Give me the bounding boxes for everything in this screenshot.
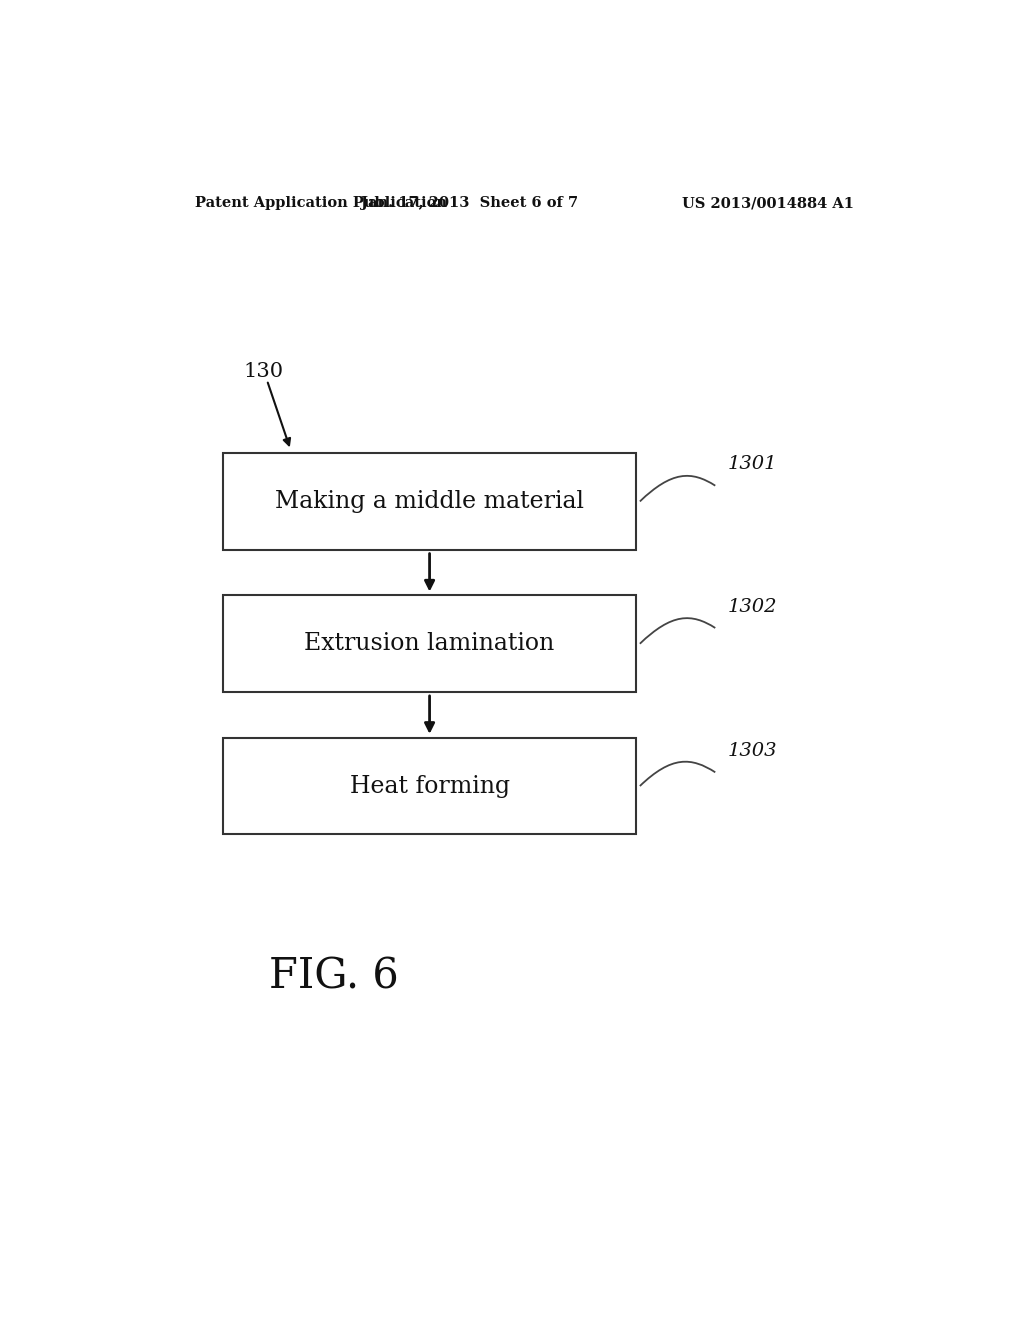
Text: 1303: 1303 [727,742,776,760]
FancyBboxPatch shape [223,738,636,834]
Text: 1302: 1302 [727,598,776,615]
Text: FIG. 6: FIG. 6 [269,956,399,998]
Text: 1301: 1301 [727,455,776,474]
Text: Jan. 17, 2013  Sheet 6 of 7: Jan. 17, 2013 Sheet 6 of 7 [360,195,578,210]
Text: Heat forming: Heat forming [349,775,510,797]
Text: 130: 130 [243,362,284,380]
Text: US 2013/0014884 A1: US 2013/0014884 A1 [682,195,854,210]
FancyBboxPatch shape [223,453,636,549]
FancyBboxPatch shape [223,595,636,692]
Text: Patent Application Publication: Patent Application Publication [196,195,447,210]
Text: Making a middle material: Making a middle material [275,490,584,513]
Text: Extrusion lamination: Extrusion lamination [304,632,555,655]
